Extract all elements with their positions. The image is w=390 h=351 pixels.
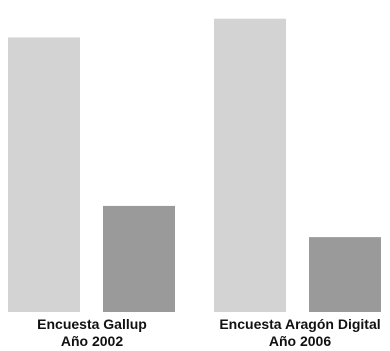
category-label-aragon-line2: Año 2006: [269, 333, 331, 349]
bar-series2-category2: [309, 237, 381, 312]
bars-group: [8, 18, 381, 312]
bar-series1-category2: [214, 18, 286, 312]
bar-series2-category1: [103, 205, 175, 312]
bar-series1-category1: [8, 37, 80, 312]
category-label-gallup-line1: Encuesta Gallup: [37, 316, 147, 332]
category-labels: Encuesta Gallup Año 2002 Encuesta Aragón…: [37, 316, 381, 349]
category-label-gallup-line2: Año 2002: [61, 333, 123, 349]
category-label-aragon-line1: Encuesta Aragón Digital: [219, 316, 380, 332]
